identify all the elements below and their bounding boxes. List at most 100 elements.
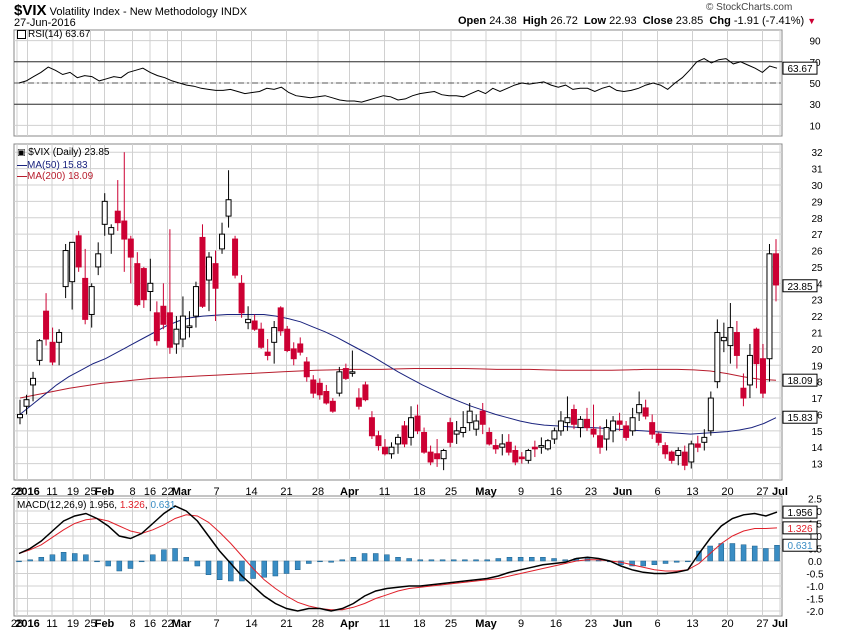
candle-down: [421, 431, 428, 453]
candle-down: [153, 312, 160, 342]
macd-histogram-bar: [294, 560, 301, 570]
macd-tick-label: 0.0: [808, 557, 822, 568]
x-axis-label: Jul: [772, 486, 788, 498]
candle-down: [759, 358, 766, 394]
macd-histogram-bar: [384, 554, 390, 562]
price-close-tag-box: [782, 279, 818, 293]
candle-down: [733, 331, 740, 356]
macd-histogram-bar: [161, 549, 167, 562]
candle-up: [577, 418, 584, 429]
candle-down: [127, 238, 134, 258]
candle-down: [264, 351, 271, 356]
x-axis-label-bottom: 16: [550, 618, 562, 630]
candle-up: [388, 446, 395, 455]
x-axis-label-bottom: 13: [686, 618, 698, 630]
price-tick-label: 23: [811, 296, 823, 307]
x-axis-label-bottom: Jul: [772, 618, 788, 630]
macd-legend-prefix: MACD(12,26,9): [17, 500, 87, 511]
candle-up: [192, 286, 199, 317]
x-axis-label-bottom: 25: [84, 618, 96, 630]
macd-histogram-bar: [417, 559, 424, 562]
candle-up: [610, 420, 617, 432]
x-axis-label-bottom: 23: [585, 618, 597, 630]
candle-up: [603, 427, 610, 440]
macd-tick-label: -1.5: [806, 595, 824, 606]
candle-up: [675, 449, 682, 456]
high-value: 26.72: [550, 15, 578, 27]
x-axis-label-bottom: Mar: [172, 618, 192, 630]
candle-down: [518, 456, 525, 460]
candle-up: [225, 199, 232, 217]
x-axis-label-bottom: 22: [161, 618, 173, 630]
down-arrow-icon: ▼: [807, 16, 817, 26]
candle-down: [740, 387, 747, 399]
price-tick-label: 29: [811, 197, 823, 208]
x-axis-label-bottom: Jun: [613, 618, 633, 630]
candle-up: [701, 436, 708, 443]
low-value: 22.93: [609, 15, 637, 27]
rsi-current-label: 63.67: [787, 64, 812, 75]
price-tick-label: 17: [811, 394, 823, 405]
candle-down: [212, 263, 219, 289]
candle-up: [525, 449, 532, 461]
x-axis-label-bottom: 8: [129, 618, 135, 630]
price-tick-label: 26: [811, 247, 823, 258]
x-axis-label: 28: [11, 486, 23, 498]
candle-up: [440, 449, 447, 460]
ma50-line-icon: [17, 164, 27, 166]
x-axis-label: 25: [84, 486, 96, 498]
macd-tick-label: 2.5: [808, 495, 822, 506]
x-axis-label: 16: [144, 486, 156, 498]
candle-down: [681, 451, 688, 466]
candle-down: [49, 341, 56, 363]
price-tick-label: 31: [811, 165, 823, 176]
high-label: High: [522, 15, 548, 27]
macd-histogram-bar: [473, 559, 479, 562]
ma50-legend: MA(50) 15.83: [17, 160, 88, 171]
x-axis-label: 7: [213, 486, 219, 498]
x-axis-label-bottom: 28: [11, 618, 23, 630]
candle-up: [62, 250, 69, 288]
macd-histogram-bar: [740, 544, 747, 562]
candle-up: [349, 371, 356, 374]
macd-signal-line: [18, 514, 778, 611]
x-axis-label-bottom: Apr: [340, 618, 360, 630]
macd-histogram-bar: [662, 560, 669, 564]
candle-down: [160, 305, 167, 325]
x-axis-label-bottom: 21: [280, 618, 292, 630]
candle-down: [303, 361, 310, 378]
ohlc-readout: Open 24.38 High 26.72 Low 22.93 Close 23…: [458, 15, 816, 27]
candle-up: [173, 328, 180, 345]
candle-up: [17, 413, 23, 419]
macd-histogram-bar: [428, 559, 435, 562]
x-axis-label-bottom: 9: [518, 618, 524, 630]
rsi-tick-label: 50: [809, 79, 821, 90]
candle-icon: ▣: [17, 147, 26, 157]
x-axis-label: Jun: [613, 486, 633, 498]
x-axis-label-bottom: 18: [413, 618, 425, 630]
macd-tick-label: -1.0: [806, 582, 824, 593]
chg-value: -1.91 (-7.41%): [733, 15, 805, 27]
candle-down: [362, 384, 369, 401]
candle-down: [368, 417, 375, 437]
x-axis-label: 6: [654, 486, 660, 498]
macd-histogram-bar: [339, 559, 346, 562]
candle-down: [381, 446, 388, 455]
candle-down: [401, 425, 408, 445]
macd-histogram-bar: [562, 559, 568, 562]
candle-up: [36, 340, 43, 361]
candle-up: [564, 417, 571, 424]
rsi-tick-label: 10: [809, 121, 821, 132]
candle-down: [284, 328, 291, 352]
macd-histogram-bar: [38, 557, 45, 562]
x-axis-label: 27: [756, 486, 768, 498]
macd-histogram-bar: [718, 543, 725, 562]
security-name: Volatility Index - New Methodology: [49, 6, 218, 18]
symbol: $VIX: [14, 2, 47, 19]
low-label: Low: [584, 15, 607, 27]
macd-histogram-bar: [261, 560, 267, 578]
price-legend-text: $VIX (Daily) 23.85: [28, 147, 110, 158]
candle-down: [140, 268, 147, 301]
candle-down: [662, 445, 669, 455]
macd-histogram-bar: [150, 554, 156, 562]
